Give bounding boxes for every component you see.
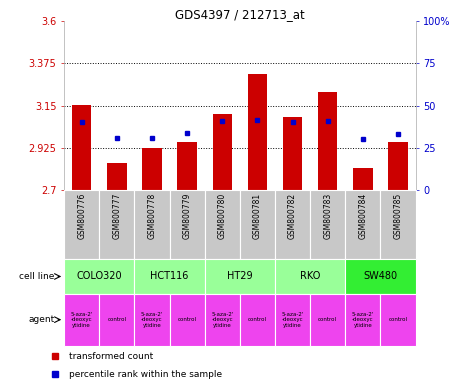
Text: GSM800783: GSM800783	[323, 193, 332, 239]
Bar	[205, 190, 240, 259]
Bar	[380, 190, 416, 259]
Text: 5-aza-2'
-deoxyc
ytidine: 5-aza-2' -deoxyc ytidine	[141, 312, 163, 328]
Bar	[240, 190, 275, 259]
Bar	[240, 294, 275, 346]
Text: control: control	[107, 317, 126, 322]
Text: 5-aza-2'
-deoxyc
ytidine: 5-aza-2' -deoxyc ytidine	[352, 312, 374, 328]
Bar	[64, 259, 134, 294]
Bar	[310, 190, 345, 259]
Text: COLO320: COLO320	[76, 271, 122, 281]
Bar	[64, 190, 99, 259]
Bar	[170, 294, 205, 346]
Text: 5-aza-2'
-deoxyc
ytidine: 5-aza-2' -deoxyc ytidine	[281, 312, 304, 328]
Bar	[107, 163, 126, 190]
Text: GSM800779: GSM800779	[183, 193, 191, 239]
Text: HT29: HT29	[227, 271, 253, 281]
Text: 5-aza-2'
-deoxyc
ytidine: 5-aza-2' -deoxyc ytidine	[211, 312, 234, 328]
Bar	[134, 294, 170, 346]
Bar	[134, 259, 205, 294]
Text: control: control	[178, 317, 197, 322]
Bar	[380, 294, 416, 346]
Text: GSM800785: GSM800785	[394, 193, 402, 239]
Bar	[275, 294, 310, 346]
Bar	[345, 190, 380, 259]
Bar	[345, 259, 416, 294]
Bar	[205, 259, 275, 294]
Bar	[275, 259, 345, 294]
Bar	[283, 117, 302, 190]
Bar	[213, 114, 232, 190]
Text: control: control	[389, 317, 408, 322]
Bar	[99, 294, 134, 346]
Bar	[248, 74, 267, 190]
Text: GSM800782: GSM800782	[288, 193, 297, 239]
Text: RKO: RKO	[300, 271, 320, 281]
Bar	[170, 190, 205, 259]
Text: SW480: SW480	[363, 271, 398, 281]
Bar	[64, 294, 99, 346]
Text: GSM800780: GSM800780	[218, 193, 227, 239]
Bar	[318, 93, 337, 190]
Text: 5-aza-2'
-deoxyc
ytidine: 5-aza-2' -deoxyc ytidine	[70, 312, 93, 328]
Text: HCT116: HCT116	[151, 271, 189, 281]
Bar	[310, 294, 345, 346]
Text: cell line: cell line	[19, 272, 55, 281]
Title: GDS4397 / 212713_at: GDS4397 / 212713_at	[175, 8, 305, 21]
Text: GSM800784: GSM800784	[359, 193, 367, 239]
Bar	[99, 190, 134, 259]
Bar	[142, 148, 162, 190]
Text: GSM800776: GSM800776	[77, 193, 86, 239]
Text: GSM800778: GSM800778	[148, 193, 156, 239]
Bar	[389, 142, 408, 190]
Bar	[353, 167, 372, 190]
Bar	[72, 105, 91, 190]
Text: transformed count: transformed count	[69, 352, 153, 361]
Text: control: control	[318, 317, 337, 322]
Text: GSM800781: GSM800781	[253, 193, 262, 239]
Bar	[345, 294, 380, 346]
Bar	[134, 190, 170, 259]
Text: control: control	[248, 317, 267, 322]
Text: agent: agent	[28, 315, 55, 324]
Text: GSM800777: GSM800777	[113, 193, 121, 239]
Bar	[178, 142, 197, 190]
Text: percentile rank within the sample: percentile rank within the sample	[69, 370, 222, 379]
Bar	[205, 294, 240, 346]
Bar	[275, 190, 310, 259]
